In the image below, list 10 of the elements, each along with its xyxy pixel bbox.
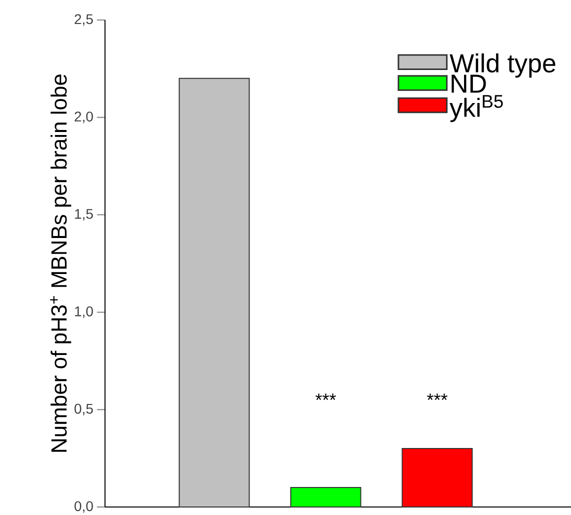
y-tick-label: 1,0 — [75, 306, 93, 318]
y-tick-label: 2,0 — [74, 112, 93, 124]
annotation: *** — [316, 394, 336, 400]
y-tick-label: 1,5 — [75, 209, 93, 221]
y-tick-label: 2,5 — [74, 14, 93, 26]
annotation: *** — [427, 394, 448, 400]
y-axis-title: Number of pH3$^{+}$ MBNBs per brain lobe — [50, 74, 72, 452]
y-tick-label: 0,0 — [74, 501, 93, 513]
legend-label: yki$^{B5}$ — [450, 95, 503, 122]
y-tick-label: 0,5 — [74, 404, 93, 416]
